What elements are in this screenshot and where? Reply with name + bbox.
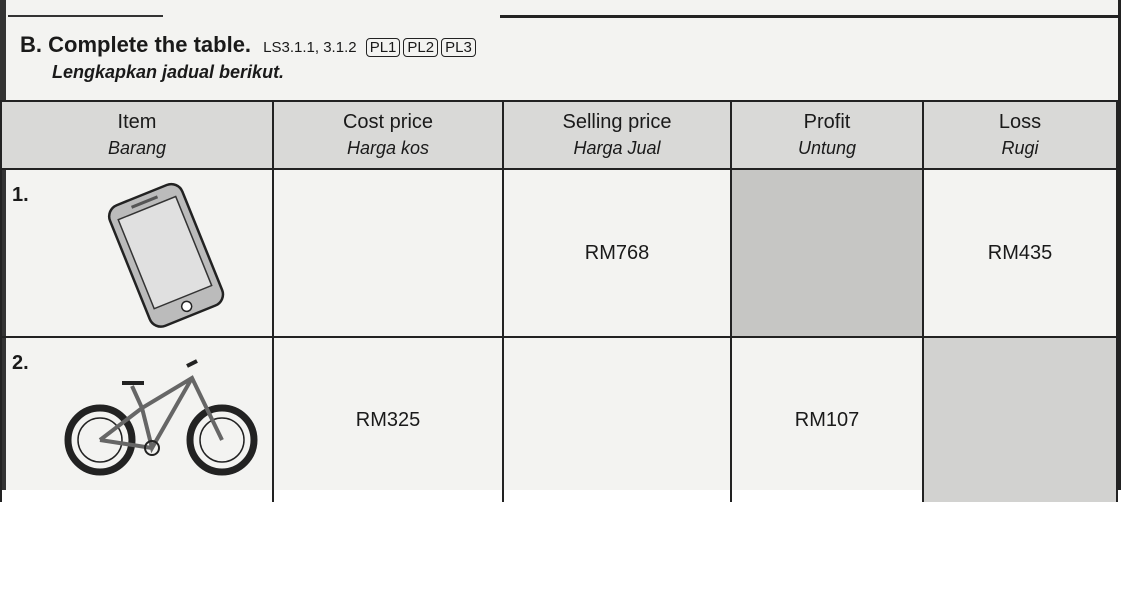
table-header: Item Barang Cost price Harga kos Selling p… [0,100,1118,170]
item-cell: 2. [0,336,274,502]
level-badge: PL2 [403,38,439,57]
learning-standard-codes: LS3.1.1, 3.1.2 [263,39,357,56]
exercise-title: Complete the table. [48,32,252,57]
level-badge: PL1 [365,38,401,57]
header-cost-price: Cost price Harga kos [272,100,504,170]
row-number: 1. [12,184,29,206]
profit-cell: RM107 [730,336,924,502]
header-profit: Profit Untung [730,100,924,170]
textbook-page: B. Complete the table. LS3.1.1, 3.1.2 PL… [0,0,1121,502]
divider [500,15,1118,18]
selling-price-cell[interactable] [502,336,732,502]
loss-cell-shaded [922,336,1118,502]
bicycle-icon [64,359,258,476]
exercise-subtitle: Lengkapkan jadual berikut. [52,62,285,82]
profit-cell-shaded [730,168,924,338]
header-selling-price: Selling price Harga Jual [502,100,732,170]
header-item: Item Barang [0,100,274,170]
cost-price-cell[interactable] [272,168,504,338]
profit-loss-table: Item Barang Cost price Harga kos Selling p… [0,100,1118,502]
table-row: 1. RM768 RM435 [0,168,1118,338]
row-number: 2. [12,352,29,374]
header-loss: Loss Rugi [922,100,1118,170]
divider [8,15,163,17]
table-row: 2. RM325 RM107 [0,336,1118,502]
exercise-heading: B. Complete the table. LS3.1.1, 3.1.2 PL… [20,32,476,58]
smartphone-icon [107,182,225,328]
level-badge: PL3 [441,38,476,57]
item-cell: 1. [0,168,274,338]
cost-price-cell: RM325 [272,336,504,502]
section-label: B. [20,32,42,57]
selling-price-cell: RM768 [502,168,732,338]
loss-cell: RM435 [922,168,1118,338]
